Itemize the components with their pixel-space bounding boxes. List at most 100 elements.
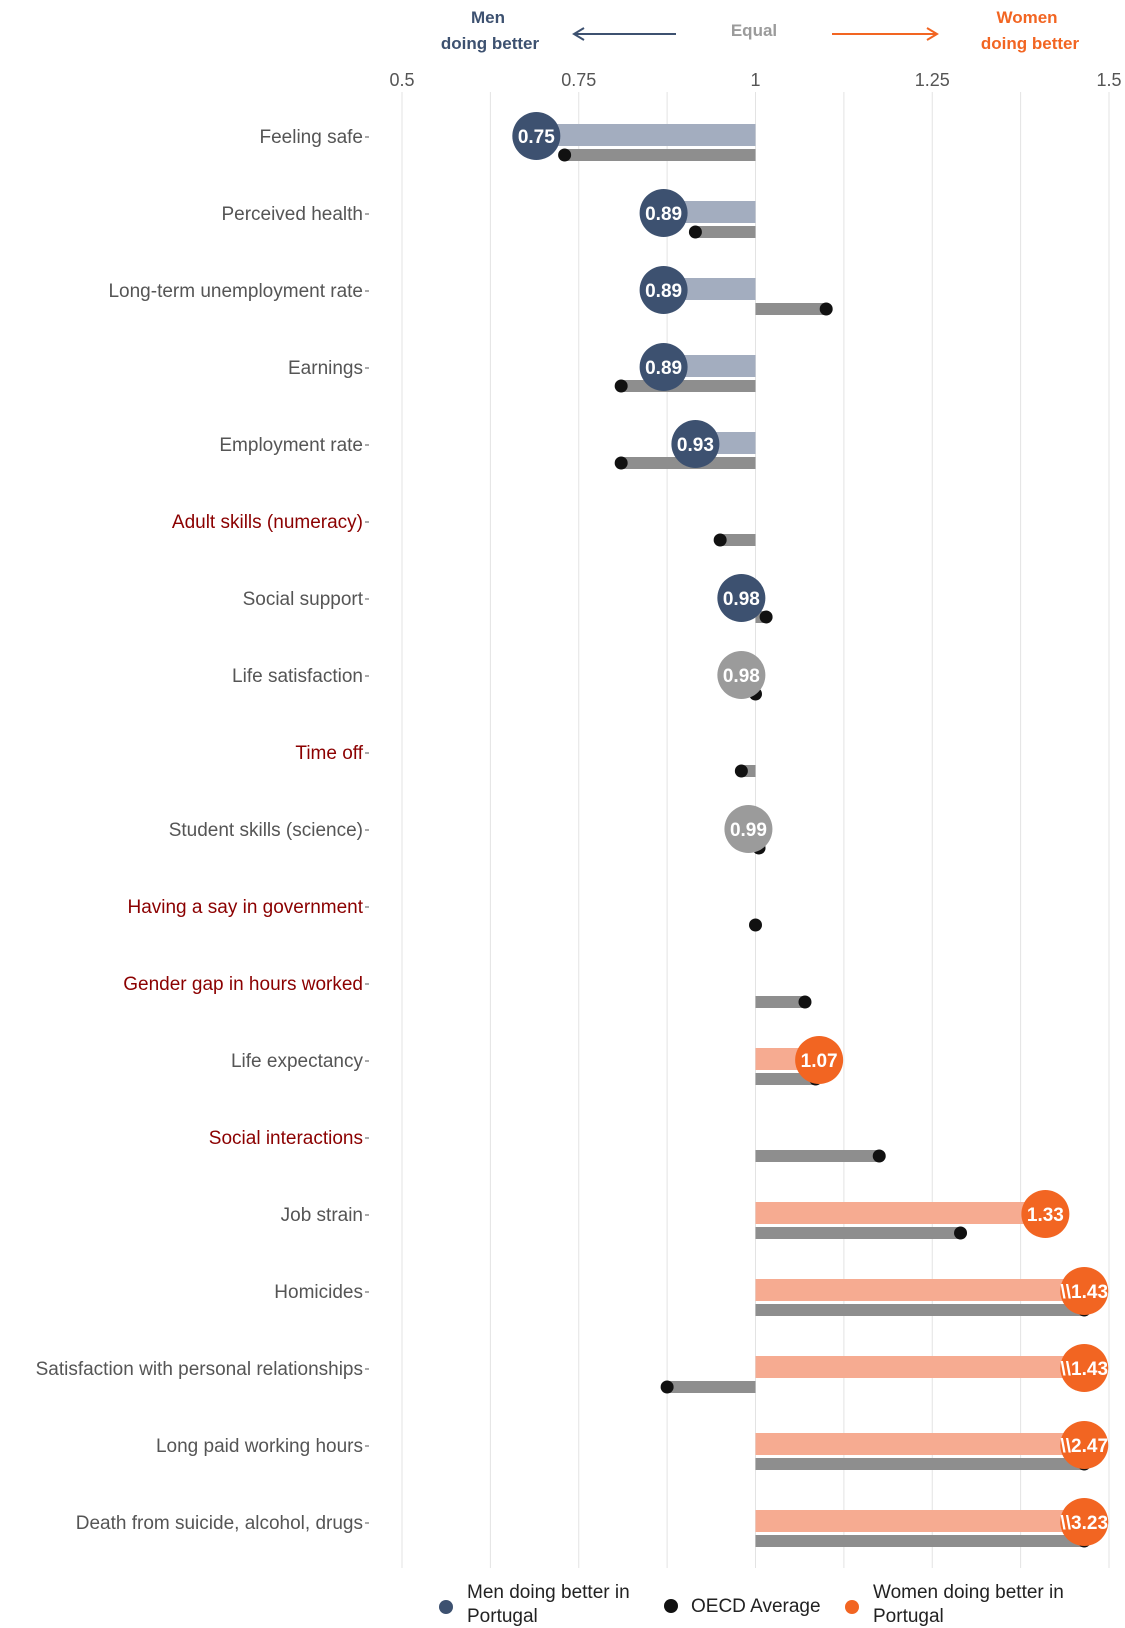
oecd-point <box>614 456 628 470</box>
header-men-line1: Men <box>471 8 505 27</box>
chart-row: Long paid working hours \\2.47 <box>156 1421 1109 1471</box>
legend-oecd-label: OECD Average <box>691 1596 821 1617</box>
legend-women-swatch <box>845 1600 859 1614</box>
portugal-point <box>1060 1344 1109 1392</box>
category-label: Feeling safe <box>259 127 363 148</box>
portugal-point <box>724 805 773 853</box>
oecd-point <box>819 302 833 316</box>
legend-men-swatch <box>439 1600 453 1614</box>
oecd-point <box>688 225 702 239</box>
category-label: Life expectancy <box>231 1051 364 1072</box>
header-women-line2: doing better <box>981 34 1080 53</box>
portugal-value-label: 0.89 <box>645 358 682 379</box>
portugal-value-label: 0.75 <box>518 127 555 148</box>
chart-row: Death from suicide, alcohol, drugs \\3.23 <box>76 1498 1109 1548</box>
legend: Men doing better in Portugal OECD Averag… <box>439 1582 1064 1627</box>
portugal-point <box>1060 1421 1109 1469</box>
portugal-point <box>639 343 688 391</box>
chart-row: Social interactions <box>209 1128 886 1163</box>
chart-header: Men doing better Equal Women doing bette… <box>441 8 1080 53</box>
chart-row: Long-term unemployment rate 0.89 <box>108 266 833 316</box>
x-tick-label: 1 <box>750 70 760 90</box>
category-label: Having a say in government <box>127 897 363 918</box>
header-women-line1: Women <box>996 8 1057 27</box>
chart-row: Life expectancy 1.07 <box>231 1036 844 1086</box>
category-label: Adult skills (numeracy) <box>172 512 363 533</box>
x-tick-label: 1.25 <box>915 70 950 90</box>
portugal-point <box>717 651 766 699</box>
portugal-value-label: \\2.47 <box>1060 1436 1108 1457</box>
chart-row: Satisfaction with personal relationships… <box>36 1344 1109 1394</box>
oecd-bar <box>755 1535 1085 1547</box>
category-label: Gender gap in hours worked <box>123 974 363 995</box>
oecd-bar <box>667 1381 756 1393</box>
chart-row: Homicides \\1.43 <box>274 1267 1109 1317</box>
category-label: Satisfaction with personal relationships <box>36 1359 363 1380</box>
portugal-point <box>512 112 561 160</box>
header-equal: Equal <box>731 21 777 40</box>
category-label: Time off <box>295 743 363 764</box>
chart-row: Student skills (science) 0.99 <box>169 805 773 855</box>
oecd-bar <box>720 534 756 546</box>
chart-row: Life satisfaction 0.98 <box>232 651 766 701</box>
category-label: Job strain <box>281 1205 363 1226</box>
portugal-point <box>1060 1267 1109 1315</box>
chart-row: Gender gap in hours worked <box>123 974 812 1009</box>
x-axis-ticks: 0.5 0.75 1 1.25 1.5 <box>389 70 1121 90</box>
oecd-bar <box>564 149 756 161</box>
category-label: Social interactions <box>209 1128 363 1149</box>
portugal-point <box>639 189 688 237</box>
chart-row: Social support 0.98 <box>243 574 773 624</box>
legend-men-line1: Men doing better in <box>467 1582 630 1603</box>
portugal-value-label: 0.89 <box>645 281 682 302</box>
chart-row: Having a say in government <box>127 897 762 932</box>
oecd-bar <box>695 226 756 238</box>
portugal-bar <box>755 1356 1085 1378</box>
oecd-point <box>872 1149 886 1163</box>
chart-row: Employment rate 0.93 <box>219 420 756 470</box>
portugal-value-label: \\3.23 <box>1060 1513 1108 1534</box>
x-tick-label: 0.5 <box>389 70 414 90</box>
oecd-bar <box>755 1227 961 1239</box>
portugal-value-label: 1.33 <box>1027 1205 1064 1226</box>
portugal-bar <box>755 1279 1085 1301</box>
oecd-bar <box>755 996 805 1008</box>
oecd-point <box>734 764 748 778</box>
portugal-value-label: 0.98 <box>723 666 760 687</box>
oecd-point <box>954 1226 968 1240</box>
portugal-value-label: 0.99 <box>730 820 767 841</box>
oecd-bar <box>755 1458 1085 1470</box>
men-arrowhead-icon <box>572 27 585 41</box>
category-label: Long-term unemployment rate <box>108 281 363 302</box>
oecd-point <box>798 995 812 1009</box>
portugal-bar <box>755 1433 1085 1455</box>
category-label: Life satisfaction <box>232 666 363 687</box>
chart-row: Time off <box>295 743 756 778</box>
category-label: Death from suicide, alcohol, drugs <box>76 1513 363 1534</box>
category-label: Long paid working hours <box>156 1436 363 1457</box>
oecd-point <box>614 379 628 393</box>
category-label: Perceived health <box>221 204 363 225</box>
legend-oecd-swatch <box>664 1599 678 1613</box>
chart-row: Job strain 1.33 <box>281 1190 1070 1240</box>
category-label: Homicides <box>274 1282 363 1303</box>
oecd-point <box>749 918 762 932</box>
portugal-point <box>671 420 720 468</box>
oecd-bar <box>755 1304 1085 1316</box>
oecd-point <box>759 610 773 624</box>
oecd-point <box>660 1380 674 1394</box>
legend-women-line1: Women doing better in <box>873 1582 1064 1603</box>
portugal-point <box>717 574 766 622</box>
x-tick-label: 1.5 <box>1096 70 1121 90</box>
oecd-bar <box>755 1150 880 1162</box>
category-label: Student skills (science) <box>169 820 363 841</box>
chart-row: Feeling safe 0.75 <box>259 112 756 162</box>
oecd-bar <box>621 380 756 392</box>
chart-row: Perceived health 0.89 <box>221 189 756 239</box>
portugal-point <box>639 266 688 314</box>
category-label: Earnings <box>288 358 363 379</box>
portugal-value-label: 0.98 <box>723 589 760 610</box>
chart-row: Adult skills (numeracy) <box>172 512 756 547</box>
portugal-value-label: \\1.43 <box>1060 1359 1108 1380</box>
